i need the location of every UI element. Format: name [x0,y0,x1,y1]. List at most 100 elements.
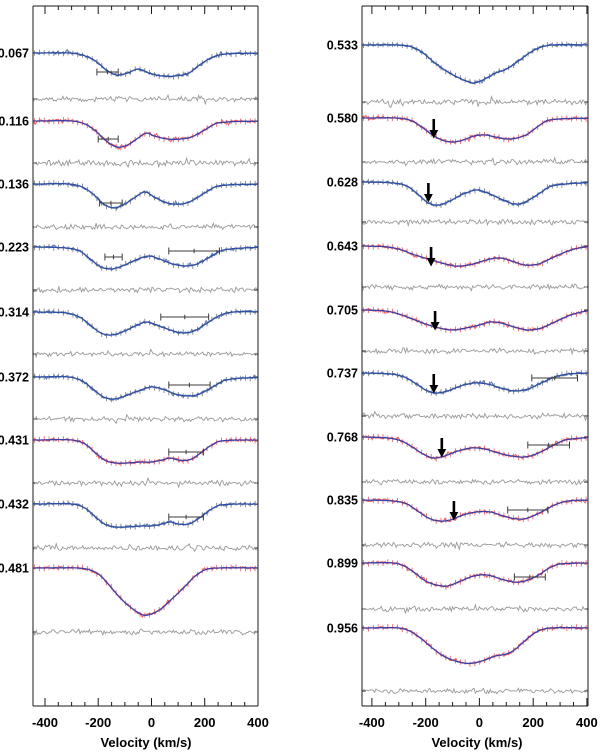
x-axis-label-left: Velocity (km/s) [100,735,192,750]
down-arrow-icon [449,512,459,521]
residual-trace [33,221,258,231]
model-fit-curve [362,626,588,665]
residual-trace [33,286,258,294]
x-tick-label: 0 [148,715,155,730]
panel-right: -400 -200 0 200 400 0.533 0.580 0.628 0.643 0.705… [327,5,598,730]
phase-label: 0.737 [327,367,358,381]
phase-label: 0.643 [327,240,358,254]
model-fit-curve [33,502,258,528]
x-tick-label: 0 [476,715,483,730]
spectrum-phase-0.956: 0.956 [327,622,588,695]
residual-trace [362,346,587,356]
panel-left: -400 -200 0 200 400 0.067 0.116 0.136 0.223 0.314… [0,5,269,730]
residual-trace [33,156,258,169]
x-tick-label: 200 [522,715,544,730]
residual-trace [362,410,588,422]
spectrum-phase-0.136: 0.136 [0,178,258,231]
error-bars [363,624,587,667]
residual-trace [33,348,258,359]
spectrum-phase-0.643: 0.643 [327,240,588,292]
continuum-side-ticks [362,117,588,163]
continuum-side-ticks [362,44,588,103]
continuum-side-ticks [33,567,258,633]
phase-label: 0.956 [327,622,358,636]
spectrum-phase-0.835: 0.835 [327,494,588,552]
model-fit-curve [362,372,588,394]
residual-trace [362,478,588,486]
error-bars [34,564,256,618]
velocity-span-bar [168,381,211,389]
model-fit-curve [362,309,588,331]
velocity-span-bar [507,506,549,514]
continuum-side-ticks [362,499,588,546]
velocity-span-bar [168,247,220,255]
velocity-span-bar [96,68,119,76]
continuum-side-ticks [33,52,258,100]
axis-ticks [371,6,588,706]
model-fit-curve [33,120,258,148]
phase-label: 0.431 [0,434,29,448]
model-fit-curve [362,436,588,459]
model-fit-curve [362,499,588,522]
data-trace [362,180,588,207]
phase-label: 0.372 [0,371,29,385]
phase-label: 0.628 [327,176,358,190]
phase-label: 0.899 [327,557,358,571]
down-arrow-icon [437,449,447,458]
velocity-span-bar [168,448,204,456]
data-trace [362,625,588,665]
model-fit-curve [33,183,258,209]
spectrum-phase-0.628: 0.628 [327,176,588,228]
error-bars [363,306,587,333]
spectrum-phase-0.768: 0.768 [327,431,588,486]
continuum-side-ticks [362,181,588,223]
data-trace [33,182,258,210]
axis-ticks [44,6,259,706]
error-bars [34,373,256,403]
model-fit-curve [33,567,258,616]
spectrum-phase-0.899: 0.899 [327,557,588,614]
data-trace [33,565,258,619]
phase-label: 0.116 [0,115,29,129]
phase-label: 0.481 [0,562,29,576]
spectrum-phase-0.314: 0.314 [0,306,258,359]
velocity-span-bar [168,513,204,521]
model-fit-curve [362,562,588,587]
x-tick-label: 400 [247,715,269,730]
phase-label: 0.067 [0,47,29,61]
x-tick-label: 200 [194,715,216,730]
model-fit-curve [362,44,588,84]
velocity-span-bar [104,253,123,261]
model-fit-curve [33,246,258,270]
residual-trace [362,541,588,552]
down-arrow-icon [424,194,433,203]
continuum-side-ticks [33,183,258,228]
phase-label: 0.314 [0,306,29,320]
residual-trace [362,218,588,228]
spectrum-phase-0.481: 0.481 [0,562,258,637]
continuum-side-ticks [362,627,588,692]
phase-label: 0.136 [0,178,29,192]
velocity-span-bar [527,441,570,449]
x-tick-label: -200 [85,715,111,730]
model-fit-curve [33,52,258,78]
model-fit-curve [362,245,588,267]
error-bars [363,243,587,269]
residual-trace [33,628,258,637]
model-fit-curve [33,438,258,464]
velocity-span-bar [513,573,546,581]
residual-trace [33,413,258,425]
velocity-span-bar [160,313,210,321]
model-fit-curve [362,117,588,143]
continuum-side-ticks [33,311,258,355]
continuum-side-ticks [362,562,588,610]
spectrum-phase-0.431: 0.431 [0,434,258,489]
x-tick-label: -200 [413,715,439,730]
phase-label: 0.223 [0,241,29,255]
phase-label: 0.580 [327,112,358,126]
continuum-side-ticks [33,376,258,420]
continuum-side-ticks [33,246,258,291]
phase-label: 0.432 [0,498,29,512]
